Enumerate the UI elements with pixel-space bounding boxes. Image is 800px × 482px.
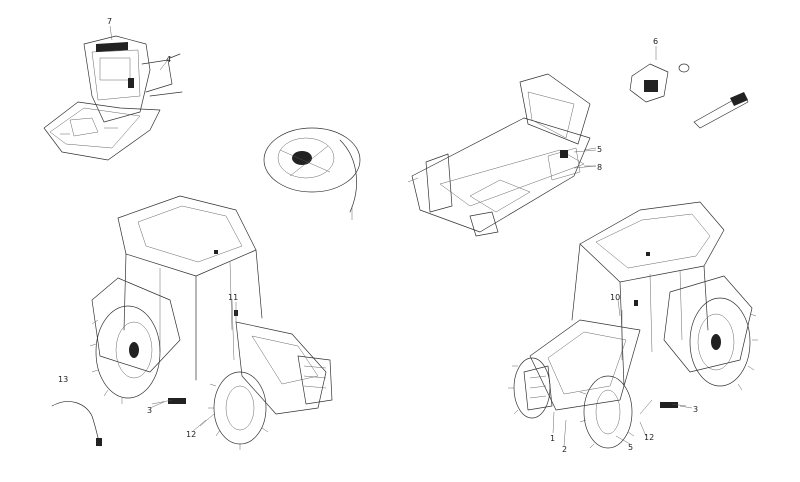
- callout-2: 2: [562, 445, 567, 454]
- cab-module-assembly: [43, 25, 183, 161]
- tractor-left: [89, 195, 333, 450]
- callout-8: 8: [597, 163, 602, 172]
- callout-11: 11: [228, 293, 238, 302]
- chassis-assembly: [407, 73, 597, 237]
- callout-12-left: 12: [186, 430, 196, 439]
- callout-12-right: 12: [644, 433, 654, 442]
- callout-4: 4: [166, 55, 171, 64]
- connector-part: [629, 46, 690, 103]
- callout-1: 1: [550, 434, 555, 443]
- callout-13: 13: [58, 375, 68, 384]
- callout-5-top: 5: [597, 145, 602, 154]
- callouts: 7 4 6 5 8 11 10 13 3 12 3 12 1 2 5: [58, 17, 698, 454]
- callout-5-bottom: 5: [628, 443, 633, 452]
- callout-3-right: 3: [693, 405, 698, 414]
- callout-leaders: [149, 55, 693, 447]
- cable-part: [51, 401, 102, 447]
- lamp-assembly: [263, 127, 361, 220]
- tool-part: [693, 92, 749, 129]
- callout-6: 6: [653, 37, 658, 46]
- tractor-right: [508, 201, 758, 449]
- callout-3-left: 3: [147, 406, 152, 415]
- callout-10: 10: [610, 293, 620, 302]
- callout-7: 7: [107, 17, 112, 26]
